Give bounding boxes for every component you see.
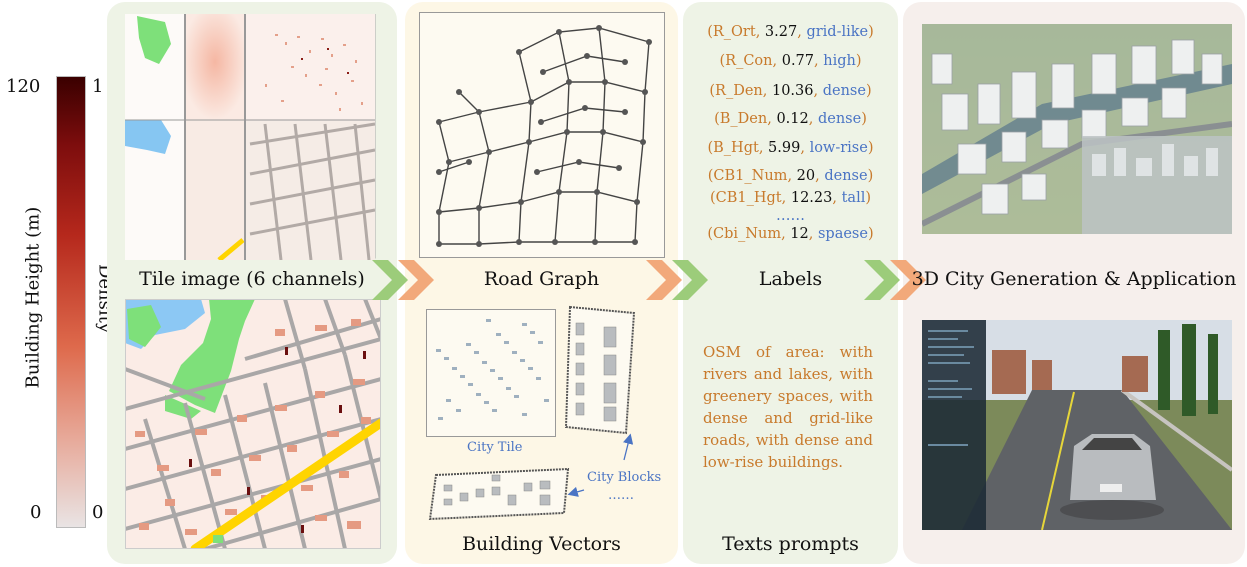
city-tile-label: City Tile [467, 440, 523, 455]
text-prompt: OSM of area: with rivers and lakes, with… [703, 343, 873, 471]
caption-building-vectors: Building Vectors [462, 533, 621, 555]
label-item: (R_Con, 0.77, high) [719, 53, 862, 69]
city-render-3d [922, 24, 1232, 234]
colorbar-gradient [56, 76, 86, 528]
city-blocks-label: City Blocks [587, 470, 662, 485]
caption-texts-prompts: Texts prompts [722, 533, 859, 555]
height-axis-label: Building Height (m) [22, 206, 44, 389]
arrow-2 [646, 260, 708, 300]
city-block-vector-1 [564, 305, 636, 435]
road-graph [419, 12, 665, 258]
panel-labels [683, 2, 898, 564]
city-tile-vector [426, 309, 556, 437]
density-max-tick: 1 [92, 76, 104, 97]
caption-tile-image: Tile image (6 channels) [139, 268, 365, 290]
arrow-1 [372, 260, 434, 300]
label-item: (B_Den, 0.12, dense) [714, 111, 867, 127]
labels-list: (R_Ort, 3.27, grid-like) (R_Con, 0.77, h… [683, 20, 898, 250]
city-block-vector-2 [428, 467, 570, 521]
height-min-tick: 0 [30, 502, 42, 523]
city-block-arrows [567, 433, 634, 497]
label-item: (Cbi_Num, 12, spaese) [707, 226, 874, 242]
label-item: (R_Ort, 3.27, grid-like) [707, 24, 874, 40]
label-item: (R_Den, 10.36, dense) [709, 83, 872, 99]
caption-labels: Labels [758, 268, 823, 290]
driving-simulation [922, 320, 1232, 530]
label-item: (B_Hgt, 5.99, low-rise) [707, 140, 874, 156]
colorbar: Building Height (m) 120 0 1 0 Density [0, 60, 120, 540]
label-item: (CB1_Num, 20, dense) [707, 168, 874, 184]
tile-image-stack [125, 14, 376, 260]
arrow-3 [864, 260, 926, 300]
labels-ellipsis: …… [776, 208, 805, 224]
height-max-tick: 120 [6, 76, 41, 97]
tile-map [125, 299, 381, 549]
caption-city-gen: 3D City Generation & Application [911, 268, 1237, 290]
city-blocks-ellipsis: …… [608, 488, 634, 503]
caption-road-graph: Road Graph [483, 268, 600, 290]
density-min-tick: 0 [92, 502, 104, 523]
label-item: (CB1_Hgt, 12.23, tall) [709, 190, 872, 206]
